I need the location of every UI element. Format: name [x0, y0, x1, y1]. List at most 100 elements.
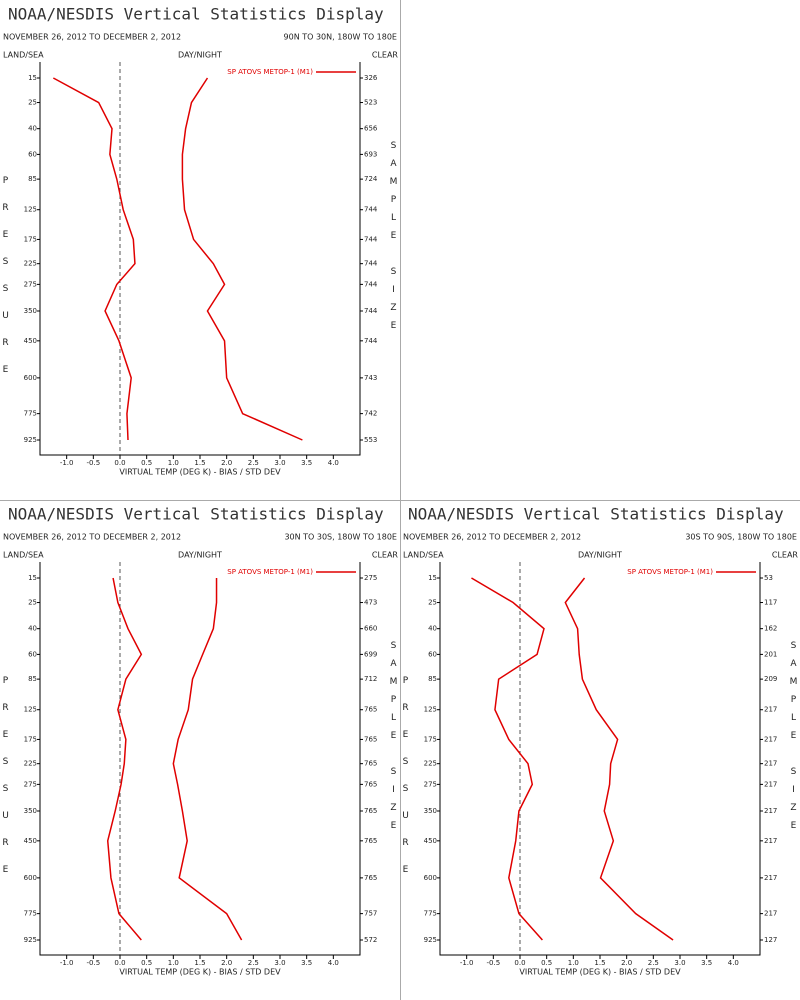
y-tick-label: 350 — [24, 807, 37, 815]
chart-title: NOAA/NESDIS Vertical Statistics Display — [8, 5, 384, 24]
x-tick-label: 3.0 — [274, 959, 285, 967]
header: CLEAR — [372, 551, 399, 560]
sample-size-label: 744 — [364, 235, 378, 243]
sample-size-label: 744 — [364, 260, 378, 268]
y-tick-label: 175 — [24, 235, 37, 243]
sample-size-label: 326 — [364, 74, 378, 82]
y-tick-label: 275 — [424, 780, 437, 788]
sample-size-label: 473 — [364, 599, 377, 607]
x-tick-label: 2.0 — [621, 959, 632, 967]
header: DAY/NIGHT — [178, 51, 222, 60]
y-tick-label: 175 — [24, 735, 37, 743]
x-tick-label: 2.0 — [221, 459, 232, 467]
header: LAND/SEA — [403, 551, 444, 560]
sample-size-label: 217 — [764, 837, 777, 845]
sample-size-label: 765 — [364, 807, 377, 815]
y-axis-label: PRESSURE — [401, 676, 411, 892]
x-tick-label: 0.0 — [114, 959, 125, 967]
profile-line — [52, 77, 136, 441]
y-tick-label: 275 — [24, 780, 37, 788]
x-tick-label: 1.0 — [568, 959, 579, 967]
legend-label: SP ATOVS METOP-1 (M1) — [227, 568, 313, 576]
x-tick-label: 2.5 — [248, 959, 259, 967]
sample-size-label: 127 — [764, 936, 777, 944]
x-axis-label: VIRTUAL TEMP (DEG K) - BIAS / STD DEV — [119, 468, 281, 477]
y-tick-label: 25 — [28, 599, 37, 607]
y-tick-label: 40 — [28, 125, 37, 133]
sample-size-label: 217 — [764, 874, 777, 882]
x-tick-label: 0.5 — [541, 959, 552, 967]
sample-size-label: 660 — [364, 625, 377, 633]
y2-axis-label: SAMPLE SIZE — [789, 641, 799, 839]
profile-line — [172, 578, 243, 941]
y-tick-label: 775 — [424, 910, 437, 918]
y-tick-label: 15 — [28, 74, 37, 82]
chart-panel: NOAA/NESDIS Vertical Statistics Display N… — [401, 505, 799, 977]
x-tick-label: 4.0 — [728, 959, 739, 967]
sample-size-label: 744 — [364, 206, 378, 214]
x-tick-label: 0.0 — [514, 959, 525, 967]
sample-size-label: 742 — [364, 410, 377, 418]
chart-title: NOAA/NESDIS Vertical Statistics Display — [408, 505, 784, 524]
x-tick-label: 0.5 — [141, 959, 152, 967]
y-tick-label: 85 — [428, 675, 437, 683]
x-tick-label: -0.5 — [86, 459, 100, 467]
x-tick-label: 0.0 — [114, 459, 125, 467]
y-tick-label: 600 — [24, 374, 37, 382]
y-tick-label: 225 — [24, 760, 37, 768]
x-tick-label: 3.5 — [301, 959, 312, 967]
legend-label: SP ATOVS METOP-1 (M1) — [227, 68, 313, 76]
sample-size-label: 217 — [764, 910, 777, 918]
y-tick-label: 775 — [24, 910, 37, 918]
sample-size-label: 765 — [364, 780, 377, 788]
sample-size-label: 744 — [364, 280, 378, 288]
x-tick-label: 3.5 — [301, 459, 312, 467]
header: CLEAR — [772, 551, 799, 560]
sample-size-label: 693 — [364, 150, 377, 158]
chart-panel: NOAA/NESDIS Vertical Statistics Display N… — [1, 5, 399, 477]
y-tick-label: 225 — [424, 760, 437, 768]
header: DAY/NIGHT — [578, 551, 622, 560]
x-tick-label: -1.0 — [460, 959, 474, 967]
sample-size-label: 699 — [364, 650, 377, 658]
x-tick-label: 1.5 — [194, 459, 205, 467]
sample-size-label: 743 — [364, 374, 377, 382]
y-tick-label: 85 — [28, 675, 37, 683]
x-tick-label: 1.0 — [168, 959, 179, 967]
y-tick-label: 925 — [24, 436, 37, 444]
sample-size-label: 162 — [764, 625, 777, 633]
profile-line — [564, 577, 674, 941]
chart-title: NOAA/NESDIS Vertical Statistics Display — [8, 505, 384, 524]
y-axis-label: PRESSURE — [1, 176, 11, 392]
x-tick-label: -0.5 — [486, 959, 500, 967]
chart-panel: NOAA/NESDIS Vertical Statistics Display N… — [1, 505, 399, 977]
sample-size-label: 217 — [764, 780, 777, 788]
y2-axis-label: SAMPLE SIZE — [389, 141, 399, 339]
x-axis-label: VIRTUAL TEMP (DEG K) - BIAS / STD DEV — [119, 968, 281, 977]
sample-size-label: 275 — [364, 574, 377, 582]
sample-size-label: 523 — [364, 99, 377, 107]
x-tick-label: -1.0 — [60, 959, 74, 967]
x-tick-label: 4.0 — [328, 959, 339, 967]
x-tick-label: 3.5 — [701, 959, 712, 967]
x-tick-label: 1.5 — [194, 959, 205, 967]
sample-size-label: 765 — [364, 735, 377, 743]
x-tick-label: 2.5 — [648, 959, 659, 967]
sample-size-label: 217 — [764, 807, 777, 815]
profile-line — [106, 577, 143, 941]
region: 90N TO 30N, 180W TO 180E — [284, 33, 397, 42]
sample-size-label: 744 — [364, 337, 378, 345]
sample-size-label: 724 — [364, 175, 378, 183]
y2-axis-label: SAMPLE SIZE — [389, 641, 399, 839]
x-tick-label: 1.0 — [168, 459, 179, 467]
sample-size-label: 217 — [764, 760, 777, 768]
y-tick-label: 125 — [24, 706, 37, 714]
sample-size-label: 209 — [764, 675, 777, 683]
y-tick-label: 60 — [28, 150, 37, 158]
x-tick-label: 2.5 — [248, 459, 259, 467]
sample-size-label: 572 — [364, 936, 377, 944]
y-tick-label: 175 — [424, 735, 437, 743]
header: DAY/NIGHT — [178, 551, 222, 560]
y-tick-label: 600 — [24, 874, 37, 882]
